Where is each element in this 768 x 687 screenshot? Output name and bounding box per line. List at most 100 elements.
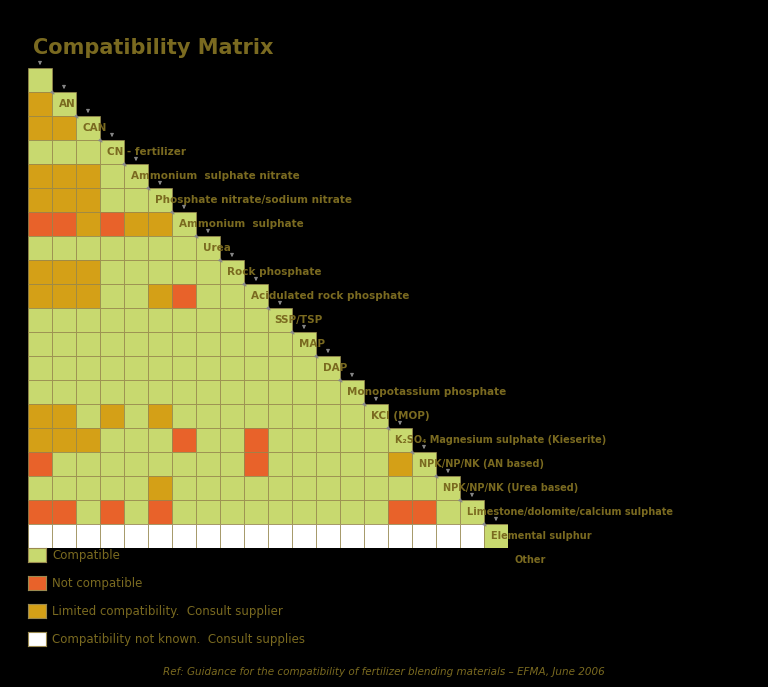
Bar xyxy=(52,476,76,500)
Bar xyxy=(148,404,172,428)
Bar xyxy=(244,428,268,452)
Bar xyxy=(244,500,268,524)
Bar xyxy=(76,500,100,524)
Text: Ref: Guidance for the compatibility of fertilizer blending materials – EFMA, Jun: Ref: Guidance for the compatibility of f… xyxy=(163,667,605,677)
Bar xyxy=(268,524,292,548)
Text: NPK/NP/NK (Urea based): NPK/NP/NK (Urea based) xyxy=(442,483,578,493)
Text: SSP/TSP: SSP/TSP xyxy=(275,315,323,325)
Bar xyxy=(124,332,148,356)
Text: CN - fertilizer: CN - fertilizer xyxy=(107,147,186,157)
Text: Monopotassium phosphate: Monopotassium phosphate xyxy=(346,387,506,396)
Bar xyxy=(364,500,388,524)
Text: Ammonium  sulphate nitrate: Ammonium sulphate nitrate xyxy=(131,171,300,181)
Bar xyxy=(100,260,124,284)
Bar xyxy=(436,524,460,548)
Bar xyxy=(244,404,268,428)
Bar xyxy=(76,308,100,332)
Bar xyxy=(100,308,124,332)
Bar xyxy=(172,380,196,404)
Text: Rock phosphate: Rock phosphate xyxy=(227,267,321,277)
Bar xyxy=(52,524,76,548)
Bar xyxy=(172,236,196,260)
Bar xyxy=(196,452,220,476)
Text: K₂SO₄ Magnesium sulphate (Kieserite): K₂SO₄ Magnesium sulphate (Kieserite) xyxy=(395,435,606,444)
Bar xyxy=(76,428,100,452)
Bar xyxy=(76,524,100,548)
Text: Limestone/dolomite/calcium sulphate: Limestone/dolomite/calcium sulphate xyxy=(467,507,673,517)
Bar xyxy=(28,164,52,188)
Bar xyxy=(316,476,340,500)
Bar xyxy=(124,212,148,236)
Bar xyxy=(460,500,484,524)
Bar xyxy=(436,476,460,500)
Bar xyxy=(364,428,388,452)
Text: KCl (MOP): KCl (MOP) xyxy=(371,411,429,420)
Bar xyxy=(196,332,220,356)
Bar xyxy=(340,452,364,476)
Bar xyxy=(76,332,100,356)
Bar xyxy=(364,524,388,548)
Bar xyxy=(316,380,340,404)
Bar xyxy=(220,332,244,356)
Bar xyxy=(340,500,364,524)
Bar xyxy=(172,332,196,356)
Bar xyxy=(172,308,196,332)
Bar xyxy=(100,212,124,236)
Bar xyxy=(100,380,124,404)
Bar xyxy=(388,524,412,548)
Bar xyxy=(52,92,76,116)
Bar xyxy=(220,428,244,452)
Bar xyxy=(172,212,196,236)
Bar xyxy=(28,284,52,308)
Bar xyxy=(100,476,124,500)
Bar xyxy=(196,500,220,524)
Bar xyxy=(220,284,244,308)
Bar xyxy=(124,452,148,476)
Bar xyxy=(148,476,172,500)
Bar xyxy=(340,404,364,428)
Bar xyxy=(340,476,364,500)
Bar xyxy=(52,308,76,332)
Bar xyxy=(172,524,196,548)
Bar xyxy=(268,356,292,380)
Bar xyxy=(172,476,196,500)
Bar xyxy=(28,212,52,236)
Bar xyxy=(28,188,52,212)
Bar xyxy=(124,260,148,284)
Bar xyxy=(124,164,148,188)
Bar xyxy=(28,524,52,548)
Bar xyxy=(292,452,316,476)
Bar xyxy=(124,284,148,308)
Bar xyxy=(484,524,508,548)
Bar xyxy=(316,356,340,380)
Text: Ammonium  sulphate: Ammonium sulphate xyxy=(179,218,303,229)
Bar xyxy=(28,308,52,332)
Bar xyxy=(124,476,148,500)
Bar xyxy=(100,164,124,188)
Bar xyxy=(148,500,172,524)
Bar xyxy=(76,164,100,188)
Bar xyxy=(364,476,388,500)
Bar xyxy=(148,452,172,476)
Bar xyxy=(268,404,292,428)
Bar xyxy=(244,524,268,548)
Bar xyxy=(52,500,76,524)
Bar xyxy=(220,380,244,404)
Bar xyxy=(316,452,340,476)
Bar xyxy=(76,452,100,476)
Bar xyxy=(76,284,100,308)
Bar xyxy=(268,476,292,500)
Bar xyxy=(244,308,268,332)
Bar xyxy=(28,92,52,116)
Bar xyxy=(244,284,268,308)
Bar xyxy=(124,308,148,332)
Bar xyxy=(220,476,244,500)
Bar xyxy=(148,236,172,260)
Text: Compatibility Matrix: Compatibility Matrix xyxy=(33,38,273,58)
Bar xyxy=(52,236,76,260)
Bar xyxy=(76,380,100,404)
Bar xyxy=(100,404,124,428)
Bar xyxy=(28,452,52,476)
Bar xyxy=(148,260,172,284)
Bar xyxy=(292,476,316,500)
